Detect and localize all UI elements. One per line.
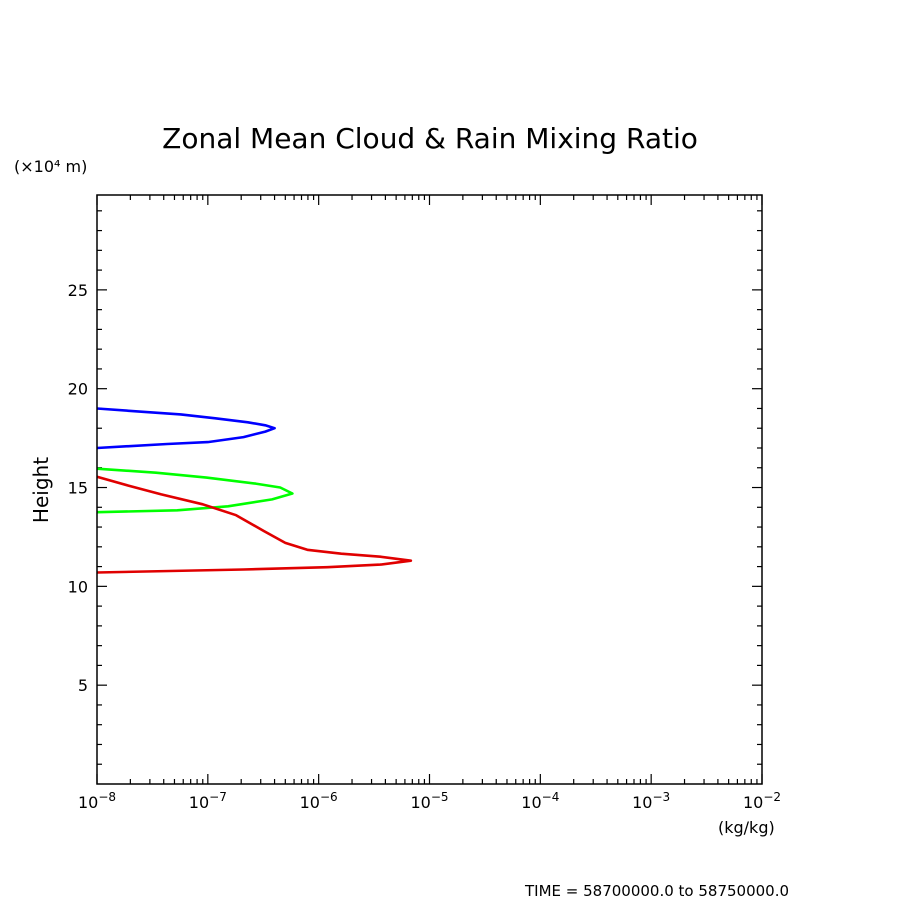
x-tick-label: 10−8: [78, 790, 116, 812]
chart-title: Zonal Mean Cloud & Rain Mixing Ratio: [162, 122, 698, 155]
x-tick-label: 10−7: [189, 790, 227, 812]
x-tick-label: 10−2: [743, 790, 781, 812]
plot-frame: [96, 194, 763, 785]
y-tick-label: 25: [68, 281, 88, 300]
x-tick-label: 10−5: [410, 790, 448, 812]
x-tick-label: 10−3: [632, 790, 670, 812]
x-tick-label: 10−4: [521, 790, 559, 812]
y-tick-label: 15: [68, 479, 88, 498]
y-axis-unit: (×10⁴ m): [14, 157, 87, 176]
x-tick-label: 10−6: [300, 790, 338, 812]
series-line-3: [96, 475, 413, 574]
tick-labels: 5 10 15 20 25 10−8 10−7 10−6 10−5 10−4 10−3 10−2: [68, 281, 781, 812]
axis-ticks: [96, 195, 763, 784]
y-tick-label: 5: [78, 676, 88, 695]
series-line-1: [96, 407, 276, 450]
y-tick-label: 10: [68, 577, 88, 596]
y-axis-label: Height: [29, 457, 53, 523]
y-tick-label: 20: [68, 380, 88, 399]
time-range-label: TIME = 58700000.0 to 58750000.0: [524, 882, 789, 900]
x-axis-unit: (kg/kg): [718, 818, 775, 837]
series-line-2: [96, 467, 294, 514]
series-lines: [96, 407, 413, 574]
